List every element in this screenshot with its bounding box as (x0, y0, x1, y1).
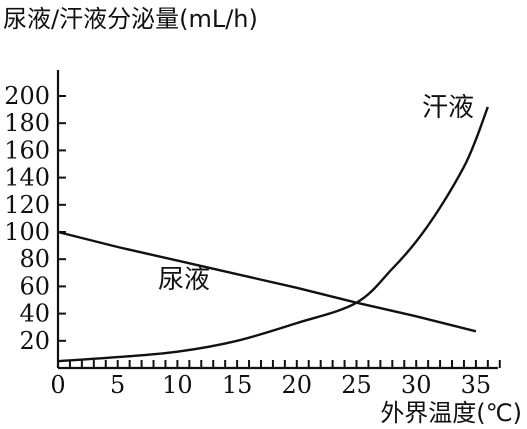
series-line-2 (57, 106, 489, 363)
x-tick-label: 20 (282, 371, 313, 399)
y-tick-label: 100 (4, 218, 50, 246)
y-tick-label: 60 (19, 272, 50, 300)
y-tick-label: 200 (4, 82, 50, 110)
series-label-2: 汗液 (422, 93, 474, 123)
x-tick-label: 5 (110, 371, 125, 399)
y-tick-label: 20 (19, 327, 50, 355)
x-tick-label: 25 (341, 371, 372, 399)
y-tick-label: 140 (4, 164, 50, 192)
y-tick-label: 120 (4, 191, 50, 219)
x-axis-label: 外界温度(℃) (380, 399, 522, 427)
series-lines (57, 106, 489, 363)
x-tick-label: 0 (50, 371, 65, 399)
chart-title: 尿液/汗液分泌量(mL/h) (3, 5, 258, 33)
y-tick-label: 180 (4, 109, 50, 137)
x-tick-label: 35 (461, 371, 492, 399)
y-tick-label: 160 (4, 136, 50, 164)
series-label-1: 尿液 (158, 265, 210, 295)
series-labels: 尿液 汗液 (158, 93, 474, 295)
x-tick-label: 30 (401, 371, 432, 399)
x-tick-label: 10 (162, 371, 193, 399)
y-tick-label: 80 (19, 245, 50, 273)
y-tick-label: 40 (19, 300, 50, 328)
series-line-1 (57, 230, 477, 333)
axes (56, 70, 498, 370)
x-tick-label: 15 (222, 371, 253, 399)
